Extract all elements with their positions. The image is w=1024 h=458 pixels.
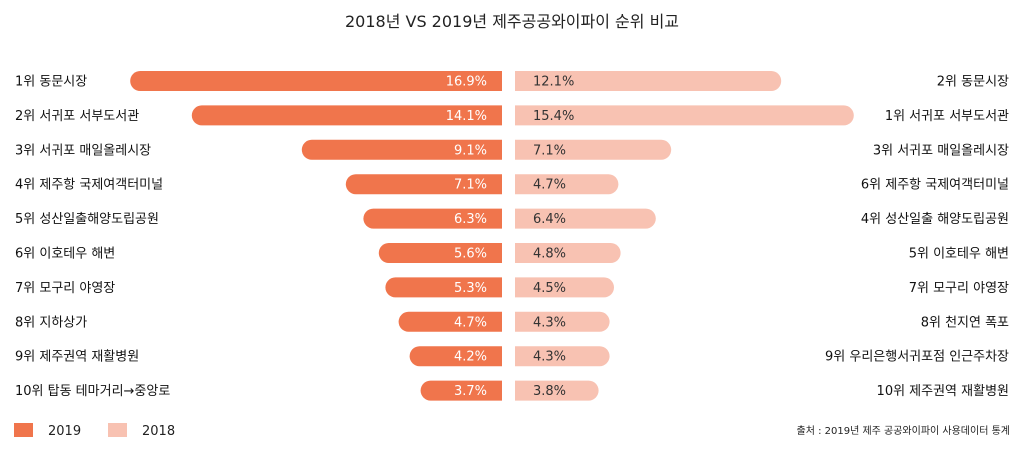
value-label-2018-2: 15.4% <box>533 109 574 124</box>
category-label-2018-9: 9위 우리은행서귀포점 인근주차장 <box>825 349 1009 365</box>
bar-2019-2 <box>191 105 503 126</box>
value-label-2018-5: 6.4% <box>533 212 566 227</box>
value-label-2019-9: 4.2% <box>454 350 487 365</box>
bar-2019-8 <box>398 311 502 332</box>
bar-2018-2 <box>515 105 854 126</box>
bar-2019-4 <box>345 174 502 195</box>
value-label-2018-9: 4.3% <box>533 350 566 365</box>
source-note: 출처 : 2019년 제주 공공와이파이 사용데이터 통계 <box>797 425 1011 437</box>
category-label-2018-6: 5위 이호테우 해변 <box>909 247 1009 262</box>
value-label-2019-10: 3.7% <box>454 384 487 399</box>
bar-2019-5 <box>363 208 502 229</box>
category-label-2019-9: 9위 제주권역 재활병원 <box>15 350 139 365</box>
value-label-2018-3: 7.1% <box>533 143 566 158</box>
category-label-2019-10: 10위 탑동 테마거리→중앙로 <box>15 384 170 399</box>
category-label-2018-4: 6위 제주항 국제여객터미널 <box>861 178 1009 193</box>
value-label-2018-10: 3.8% <box>533 384 566 399</box>
bars-layer: 16.9% 12.1% 1위 동문시장 2위 동문시장 14.1% 15.4% 2위 서귀포… <box>15 71 1009 401</box>
bar-2018-9 <box>515 346 610 367</box>
value-label-2018-6: 4.8% <box>533 247 566 262</box>
category-label-2018-1: 2위 동문시장 <box>937 75 1009 90</box>
bar-2019-3 <box>301 139 502 160</box>
bar-2018-6 <box>515 243 621 263</box>
category-label-2019-1: 1위 동문시장 <box>15 75 87 90</box>
category-label-2019-2: 2위 서귀포 서부도서관 <box>15 109 139 124</box>
bar-2018-5 <box>515 208 656 229</box>
value-label-2019-2: 14.1% <box>446 109 487 124</box>
bar-2019-10 <box>420 380 502 401</box>
bar-2018-4 <box>515 174 619 195</box>
chart-title: 2018년 VS 2019년 제주공공와이파이 순위 비교 <box>345 12 679 31</box>
category-label-2018-2: 1위 서귀포 서부도서관 <box>885 109 1009 124</box>
category-label-2018-7: 7위 모구리 야영장 <box>909 281 1009 296</box>
bar-2018-3 <box>515 139 672 160</box>
value-label-2019-4: 7.1% <box>454 178 487 193</box>
category-label-2018-10: 10위 제주권역 재활병원 <box>877 384 1009 399</box>
value-label-2019-8: 4.7% <box>454 315 487 330</box>
legend-swatch-2018 <box>108 423 127 437</box>
bar-2019-7 <box>385 277 502 298</box>
legend-label-2019: 2019 <box>48 424 81 439</box>
bar-2019-6 <box>378 243 502 263</box>
bar-2019-1 <box>130 71 502 91</box>
category-label-2019-5: 5위 성산일출해양도립공원 <box>15 212 159 227</box>
legend-swatch-2019 <box>14 423 33 437</box>
value-label-2019-5: 6.3% <box>454 212 487 227</box>
category-label-2018-5: 4위 성산일출 해양도립공원 <box>861 212 1009 227</box>
value-label-2019-7: 5.3% <box>454 281 487 296</box>
bar-2018-7 <box>515 277 614 298</box>
bar-2018-8 <box>515 311 610 332</box>
bar-2018-1 <box>515 71 782 91</box>
legend: 2019 2018 <box>14 423 175 439</box>
bar-2018-10 <box>515 380 599 401</box>
value-label-2018-4: 4.7% <box>533 178 566 193</box>
value-label-2018-7: 4.5% <box>533 281 566 296</box>
value-label-2018-1: 12.1% <box>533 75 574 90</box>
value-label-2019-1: 16.9% <box>446 75 487 90</box>
value-label-2019-3: 9.1% <box>454 143 487 158</box>
category-label-2019-3: 3위 서귀포 매일올레시장 <box>15 143 151 158</box>
legend-label-2018: 2018 <box>142 424 175 439</box>
category-label-2019-4: 4위 제주항 국제여객터미널 <box>15 178 163 193</box>
category-label-2019-8: 8위 지하상가 <box>15 315 87 330</box>
category-label-2018-8: 8위 천지연 폭포 <box>921 315 1009 330</box>
value-label-2019-6: 5.6% <box>454 247 487 262</box>
category-label-2019-7: 7위 모구리 야영장 <box>15 281 115 296</box>
category-label-2019-6: 6위 이호테우 해변 <box>15 247 115 262</box>
bar-2019-9 <box>409 346 502 367</box>
value-label-2018-8: 4.3% <box>533 315 566 330</box>
category-label-2018-3: 3위 서귀포 매일올레시장 <box>873 143 1009 158</box>
